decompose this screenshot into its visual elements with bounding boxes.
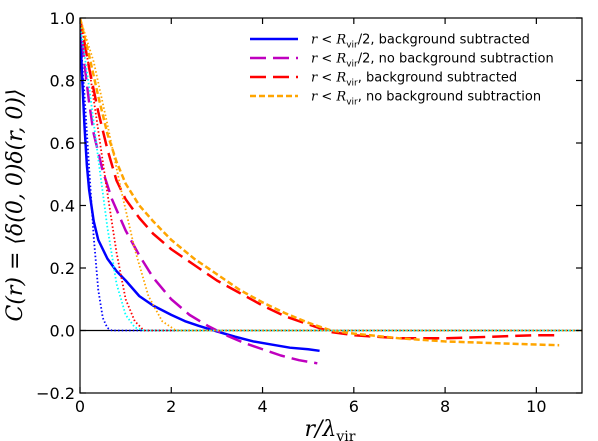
- y-axis-label: C(r) = ⟨δ(0, 0)δ(r, 0)⟩: [3, 89, 28, 322]
- x-tick-label: 8: [440, 397, 450, 416]
- x-tick-label: 4: [257, 397, 267, 416]
- y-tick-label: 0.4: [50, 197, 75, 216]
- x-tick-label: 10: [526, 397, 546, 416]
- y-tick-label: 0.8: [50, 72, 75, 91]
- dotted-line-0: [80, 30, 582, 332]
- series-line-2: [80, 18, 560, 340]
- dotted-line-3: [80, 18, 582, 332]
- y-tick-label: 0.0: [50, 322, 75, 341]
- dotted-line-2: [80, 18, 582, 332]
- x-axis-label: r/λvir: [305, 417, 356, 441]
- x-axis-label-main: r/λ: [305, 417, 337, 441]
- x-tick-label: 2: [166, 397, 176, 416]
- x-tick-label: 0: [75, 397, 85, 416]
- legend-label-3: r < Rvir, no background subtraction: [311, 90, 541, 108]
- tick-layer: 0 2 4 6 8 10 −0.2 0.0 0.2 0.4 0.6 0.8 1.0: [36, 9, 582, 416]
- y-tick-label: 0.6: [50, 134, 75, 153]
- series-line-3: [80, 18, 560, 347]
- series-line-1: [80, 18, 318, 365]
- y-tick-label: −0.2: [36, 384, 75, 403]
- legend-label-1: r < Rvir/2, no background subtraction: [311, 52, 554, 70]
- series-line-0: [80, 27, 320, 353]
- y-tick-label: 1.0: [50, 9, 75, 28]
- x-axis-label-sub: vir: [335, 429, 355, 441]
- legend-label-0: r < Rvir/2, background subtracted: [311, 33, 530, 51]
- x-tick-label: 6: [349, 397, 359, 416]
- legend-label-2: r < Rvir, background subtracted: [311, 71, 517, 89]
- dotted-lines-layer: [80, 18, 582, 332]
- series-layer: [80, 18, 560, 365]
- y-tick-label: 0.2: [50, 259, 75, 278]
